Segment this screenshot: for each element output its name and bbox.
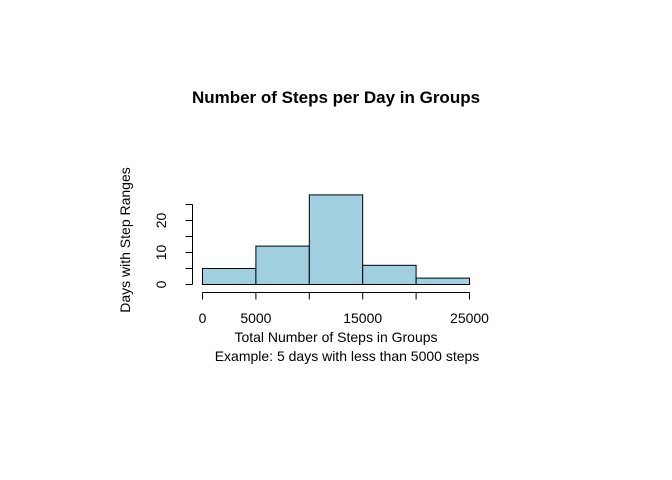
histogram-bar-5 xyxy=(415,277,471,286)
x-tick-label-5000: 5000 xyxy=(240,310,271,326)
histogram-bar-2 xyxy=(255,245,310,286)
y-tick-label-10: 10 xyxy=(153,245,169,261)
chart-subtitle: Example: 5 days with less than 5000 step… xyxy=(215,348,480,364)
histogram-bar-3 xyxy=(308,194,364,285)
y-axis-label: Days with Step Ranges xyxy=(117,167,133,313)
bars-group xyxy=(202,194,471,286)
histogram-bar-4 xyxy=(362,264,417,285)
histogram-bar-1 xyxy=(202,268,257,285)
x-axis-label: Total Number of Steps in Groups xyxy=(234,329,437,345)
y-axis: 0 10 20 xyxy=(153,204,193,288)
x-tick-label-15000: 15000 xyxy=(343,310,382,326)
x-axis: 0 5000 15000 25000 xyxy=(199,292,489,326)
x-tick-label-0: 0 xyxy=(199,310,207,326)
chart-title: Number of Steps per Day in Groups xyxy=(192,88,480,107)
y-tick-label-0: 0 xyxy=(153,280,169,288)
x-tick-label-25000: 25000 xyxy=(450,310,489,326)
y-tick-label-20: 20 xyxy=(153,213,169,229)
